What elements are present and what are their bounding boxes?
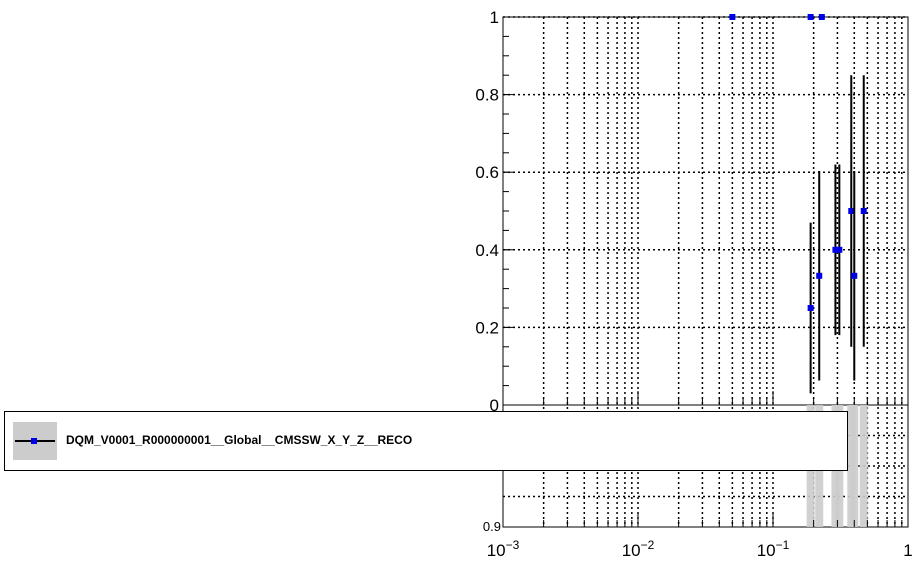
plot-frame bbox=[502, 16, 909, 406]
x-tick-label: 10−3 bbox=[487, 538, 520, 560]
data-point bbox=[848, 208, 855, 214]
x-tick-label: 10−2 bbox=[622, 538, 655, 560]
y-tick-label: 0.6 bbox=[475, 163, 499, 182]
y-tick-label: 0.8 bbox=[475, 86, 499, 105]
data-point bbox=[832, 246, 839, 253]
ratio-band bbox=[850, 405, 859, 527]
legend-series-label: DQM_V0001_R000000001__Global__CMSSW_X_Y_… bbox=[66, 433, 413, 447]
data-point bbox=[818, 14, 825, 20]
data-point bbox=[807, 14, 814, 20]
ratio-tick-label: 0.9 bbox=[483, 519, 501, 534]
x-tick-label: 10−1 bbox=[757, 538, 790, 560]
data-point bbox=[816, 272, 823, 279]
data-point bbox=[729, 14, 736, 20]
data-point bbox=[807, 305, 814, 311]
y-tick-label: 0.2 bbox=[475, 318, 499, 337]
y-tick-label: 0 bbox=[490, 396, 499, 415]
x-tick-label: 1 bbox=[903, 541, 912, 560]
legend-marker bbox=[13, 422, 57, 460]
legend-dot bbox=[31, 438, 37, 444]
y-tick-label: 1 bbox=[490, 8, 499, 27]
y-tick-label: 0.4 bbox=[475, 241, 499, 260]
data-point bbox=[836, 246, 843, 253]
ratio-band bbox=[859, 405, 868, 527]
data-point bbox=[860, 208, 867, 214]
data-point bbox=[851, 272, 858, 279]
legend: DQM_V0001_R000000001__Global__CMSSW_X_Y_… bbox=[4, 411, 848, 471]
